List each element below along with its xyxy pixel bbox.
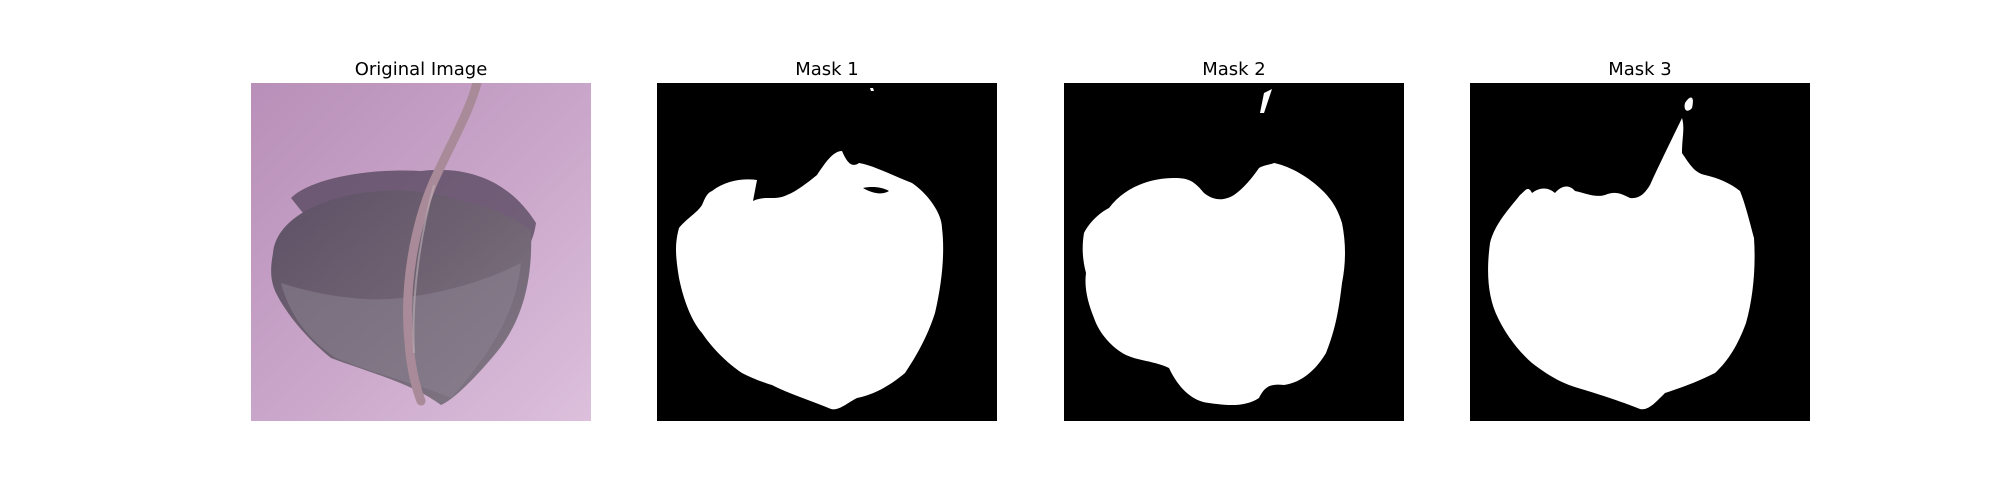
mask-2-image bbox=[1064, 83, 1404, 421]
mask-2-title: Mask 2 bbox=[1202, 59, 1266, 80]
leaf-stem bbox=[403, 83, 482, 406]
mask-2-region bbox=[1082, 163, 1345, 406]
mask-3-panel: Mask 3 bbox=[1470, 57, 1810, 421]
mask-3-tip bbox=[1684, 97, 1693, 111]
mask-1-hole bbox=[863, 187, 889, 194]
original-image-panel: Original Image bbox=[251, 57, 591, 421]
mask-3-region bbox=[1488, 118, 1755, 410]
mask-1-image bbox=[657, 83, 997, 421]
mask-3-title: Mask 3 bbox=[1608, 59, 1672, 80]
mask-2-panel: Mask 2 bbox=[1064, 57, 1404, 421]
mask-2-fleck bbox=[1260, 89, 1272, 113]
leaf-vein bbox=[412, 184, 435, 354]
mask-1-fleck bbox=[870, 88, 874, 91]
mask-3-image bbox=[1470, 83, 1810, 421]
leaf-highlight bbox=[281, 263, 521, 398]
mask-1-panel: Mask 1 bbox=[657, 57, 997, 421]
original-image-title: Original Image bbox=[354, 59, 488, 80]
original-image bbox=[251, 83, 591, 421]
mask-1-region bbox=[676, 151, 944, 410]
mask-1-title: Mask 1 bbox=[795, 59, 859, 80]
